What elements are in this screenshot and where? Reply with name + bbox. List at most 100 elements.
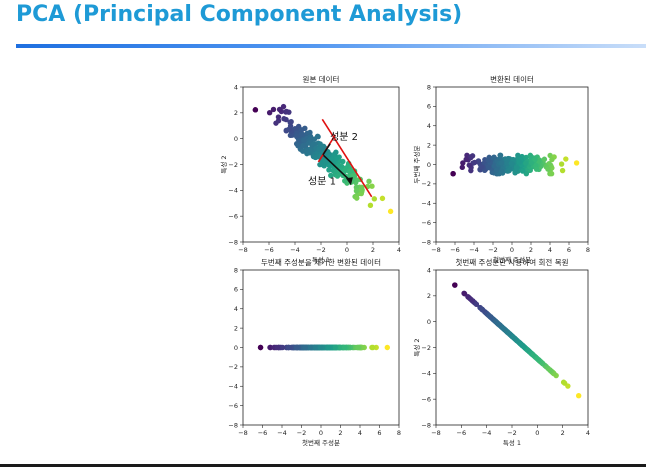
data-point	[355, 344, 361, 351]
x-tick-label: 2	[529, 246, 533, 254]
data-point	[279, 344, 286, 351]
scatter-points	[452, 282, 582, 399]
y-tick-label: −6	[421, 219, 431, 227]
y-tick-label: 0	[427, 161, 431, 169]
scatter-points	[257, 344, 390, 351]
y-tick-label: −4	[228, 383, 238, 391]
data-point	[515, 152, 521, 158]
data-point	[498, 168, 504, 174]
x-tick-label: −4	[290, 246, 300, 254]
data-point	[314, 133, 321, 140]
data-point	[379, 195, 386, 202]
data-point	[524, 347, 531, 353]
x-tick-label: −2	[507, 429, 517, 437]
data-point	[270, 106, 277, 113]
y-tick-label: 6	[234, 286, 238, 294]
y-tick-label: 2	[234, 324, 238, 332]
data-point	[516, 159, 523, 165]
component-2-label: 성분 2	[330, 131, 358, 143]
data-point	[287, 132, 294, 139]
data-point	[558, 161, 565, 167]
data-point	[286, 126, 293, 132]
data-point	[252, 107, 259, 113]
x-tick-label: −6	[457, 429, 467, 437]
data-point	[547, 367, 553, 373]
y-tick-label: −4	[421, 370, 431, 378]
x-tick-label: 8	[586, 246, 590, 254]
data-point	[341, 168, 348, 174]
y-tick-label: −6	[228, 402, 238, 410]
x-tick-label: 4	[397, 246, 401, 254]
data-point	[317, 344, 324, 351]
x-tick-label: −4	[482, 429, 492, 437]
data-point	[461, 290, 467, 296]
x-axis-label: 첫번째 주성분	[493, 255, 531, 264]
data-point	[283, 116, 289, 123]
y-tick-label: 4	[234, 83, 238, 91]
x-tick-label: −6	[264, 246, 274, 254]
data-point	[495, 321, 502, 327]
data-point	[500, 325, 507, 332]
data-point	[459, 164, 465, 171]
y-axis-label: 특성 2	[219, 155, 228, 173]
data-point	[300, 148, 306, 154]
data-point	[353, 188, 360, 194]
y-tick-label: −4	[228, 187, 238, 195]
x-tick-label: 0	[345, 246, 349, 254]
data-point	[288, 119, 294, 125]
data-point	[497, 152, 503, 158]
x-tick-label: −8	[431, 429, 441, 437]
data-point	[498, 160, 505, 166]
component-1-arrowhead	[345, 177, 353, 186]
panel-title: 변환된 데이터	[490, 74, 534, 84]
component-1-label: 성분 1	[308, 176, 336, 188]
data-point	[307, 344, 313, 351]
data-point	[341, 344, 348, 351]
x-axis-label: 첫번째 주성분	[302, 438, 340, 447]
data-point	[274, 344, 280, 351]
data-point	[506, 166, 513, 173]
data-point	[504, 160, 510, 166]
data-point	[494, 167, 500, 173]
y-tick-label: 0	[427, 318, 431, 326]
data-point	[367, 202, 374, 209]
y-tick-label: 6	[427, 103, 431, 111]
data-point	[541, 156, 548, 162]
x-tick-label: 4	[586, 429, 590, 437]
x-tick-label: 4	[548, 246, 552, 254]
data-point	[533, 166, 540, 172]
data-point	[304, 148, 310, 154]
panel-3: 두번째 주성분을 제거한 변환된 데이터 −8 −6 −4 −2 0 2 4 6 8 −8 −6 −4 −…	[228, 257, 401, 447]
x-axis-label: 특성 1	[312, 255, 330, 264]
data-point	[276, 106, 283, 113]
data-point	[299, 131, 305, 137]
data-point	[506, 330, 512, 337]
x-tick-label: −8	[238, 429, 248, 437]
y-tick-label: 0	[234, 135, 238, 143]
x-tick-label: −8	[431, 246, 441, 254]
data-point	[266, 110, 273, 116]
data-point	[280, 103, 287, 110]
data-point	[299, 127, 305, 133]
data-point	[384, 344, 390, 351]
x-tick-label: 4	[358, 429, 362, 437]
y-tick-label: −8	[228, 421, 238, 429]
x-tick-label: −4	[277, 429, 287, 437]
data-point	[310, 141, 316, 147]
data-point	[473, 301, 480, 308]
y-tick-label: 4	[234, 305, 238, 313]
data-point	[513, 164, 520, 171]
data-point	[491, 154, 497, 160]
panel-1: 원본 데이터 −8 −6 −4 −2 0 2 4 −8 −6 −4 −2 0 2 4 특성 1 특성 2 성분 2…	[219, 74, 401, 264]
data-point	[487, 313, 493, 320]
bottom-rule	[0, 464, 646, 467]
data-point	[332, 344, 338, 351]
data-point	[480, 307, 486, 313]
x-tick-label: −6	[258, 429, 268, 437]
component-2-arrow	[322, 143, 331, 156]
data-point	[561, 380, 568, 386]
data-point	[275, 114, 282, 120]
data-point	[329, 156, 335, 163]
data-point	[387, 208, 394, 215]
